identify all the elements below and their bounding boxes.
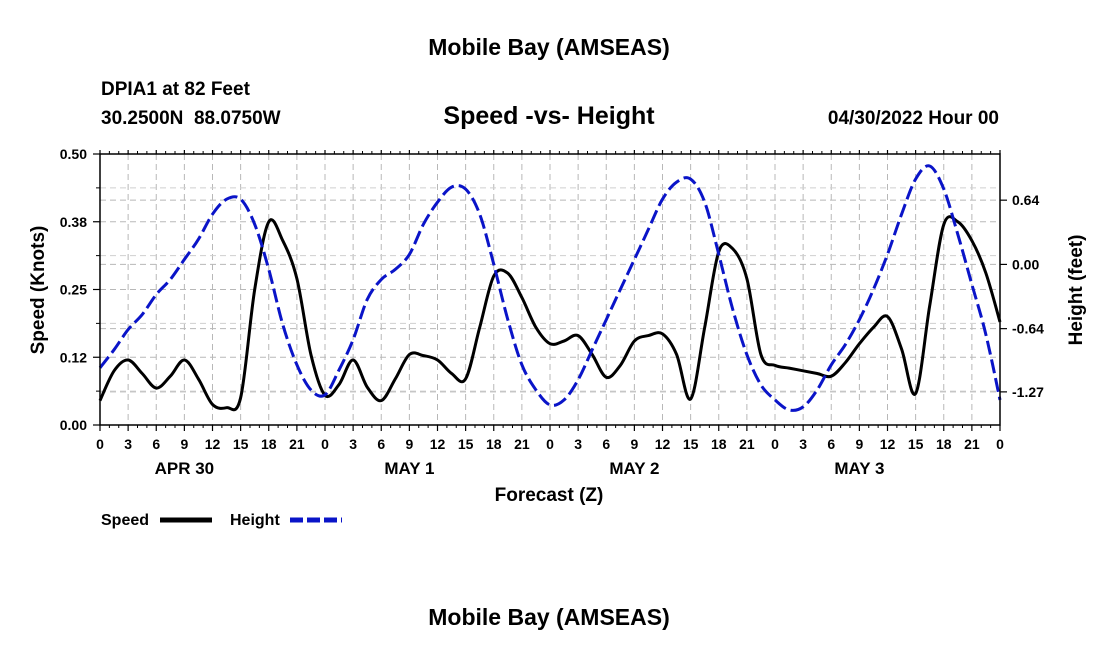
x-tick-label: 15 [233, 436, 249, 452]
x-tick-label: 18 [936, 436, 952, 452]
series-layer [98, 164, 1002, 412]
chart-title: Speed -vs- Height [443, 102, 655, 130]
station-name: DPIA1 at 82 Feet [101, 79, 251, 100]
grid [100, 154, 1000, 425]
x-tick-label: 0 [996, 436, 1004, 452]
x-tick-label: 21 [514, 436, 530, 452]
x-tick-label: 15 [683, 436, 699, 452]
legend-speed-label: Speed [101, 512, 149, 529]
y-left-tick-label: 0.50 [60, 146, 87, 162]
x-tick-label: 3 [799, 436, 807, 452]
x-tick-label: 18 [711, 436, 727, 452]
footer-title: Mobile Bay (AMSEAS) [428, 604, 670, 630]
x-tick-label: 0 [96, 436, 104, 452]
x-tick-label: 6 [602, 436, 610, 452]
x-tick-label: 12 [430, 436, 446, 452]
day-label: MAY 2 [609, 459, 659, 478]
x-tick-label: 0 [321, 436, 329, 452]
day-label: MAY 3 [834, 459, 884, 478]
x-tick-label: 21 [739, 436, 755, 452]
run-time: 04/30/2022 Hour 00 [828, 108, 999, 129]
series-line-height [98, 164, 1002, 412]
x-tick-label: 9 [405, 436, 413, 452]
x-tick-label: 18 [261, 436, 277, 452]
x-tick-label: 15 [908, 436, 924, 452]
x-tick-label: 6 [152, 436, 160, 452]
station-coords: 30.2500N 88.0750W [101, 108, 281, 129]
x-tick-label: 6 [377, 436, 385, 452]
y-left-tick-label: 0.12 [60, 349, 87, 365]
y-left-tick-label: 0.25 [60, 282, 87, 298]
x-tick-label: 12 [880, 436, 896, 452]
y-right-tick-label: 0.00 [1012, 256, 1039, 272]
y-right-tick-label: 0.64 [1012, 192, 1039, 208]
x-tick-label: 9 [855, 436, 863, 452]
y-right-tick-label: -1.27 [1012, 384, 1044, 400]
y-left-tick-label: 0.38 [60, 214, 87, 230]
x-tick-label: 3 [574, 436, 582, 452]
y-axis-left-label: Speed (Knots) [28, 226, 49, 355]
x-tick-label: 9 [180, 436, 188, 452]
legend: Speed Height [101, 512, 342, 529]
y-right-tick-label: -0.64 [1012, 321, 1044, 337]
x-tick-label: 12 [205, 436, 221, 452]
x-tick-label: 18 [486, 436, 502, 452]
x-tick-label: 0 [546, 436, 554, 452]
x-tick-label: 0 [771, 436, 779, 452]
legend-height-label: Height [230, 512, 280, 529]
y-left-tick-label: 0.00 [60, 417, 87, 433]
x-tick-label: 21 [964, 436, 980, 452]
x-tick-label: 3 [124, 436, 132, 452]
series-line-speed [98, 215, 1002, 412]
axes: 0 3 6 9 12 15 18 21 0 3 6 9 12 15 18 21 0 3 6 9 12 15 18 21 0 3 6 9… [60, 146, 1044, 478]
day-label: APR 30 [155, 459, 215, 478]
page-title: Mobile Bay (AMSEAS) [428, 34, 670, 60]
y-axis-right-label: Height (feet) [1066, 235, 1087, 346]
x-tick-label: 12 [655, 436, 671, 452]
x-axis-label: Forecast (Z) [495, 485, 604, 506]
day-label: MAY 1 [384, 459, 434, 478]
x-tick-label: 6 [827, 436, 835, 452]
x-tick-label: 3 [349, 436, 357, 452]
x-tick-label: 9 [630, 436, 638, 452]
x-tick-label: 21 [289, 436, 305, 452]
x-tick-label: 15 [458, 436, 474, 452]
